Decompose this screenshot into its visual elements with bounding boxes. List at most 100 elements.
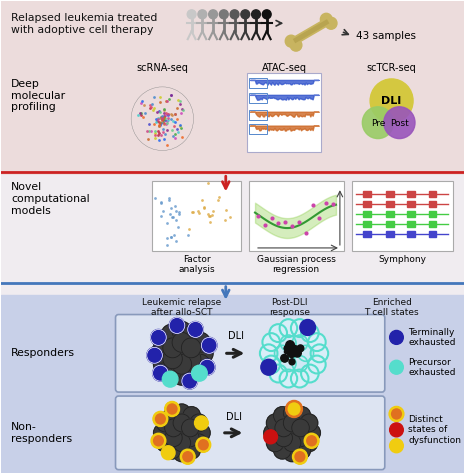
Circle shape [209,10,218,19]
Circle shape [154,332,173,352]
Circle shape [164,429,182,447]
Bar [407,191,415,197]
Circle shape [275,429,292,447]
Point [169,133,177,140]
Circle shape [163,349,182,369]
Circle shape [163,338,182,358]
Point [155,118,163,126]
Circle shape [293,450,307,464]
Text: Distinct
states of
dysfunction: Distinct states of dysfunction [408,415,461,445]
Circle shape [292,356,308,372]
Circle shape [262,10,271,19]
Point [151,128,158,135]
Text: Symphony: Symphony [378,255,426,264]
Point [145,127,153,135]
Point [151,135,158,142]
Point [168,127,176,134]
Point [154,117,161,125]
Circle shape [269,324,287,342]
Circle shape [284,345,290,351]
Text: Post-DLI
response: Post-DLI response [269,298,310,317]
Circle shape [230,10,239,19]
Circle shape [188,321,203,337]
Circle shape [183,441,201,459]
Point [172,110,179,118]
Circle shape [191,332,210,352]
Bar [386,221,393,227]
Point [161,115,168,122]
FancyBboxPatch shape [152,182,241,251]
Point [158,119,165,127]
Circle shape [151,329,166,346]
Circle shape [292,429,310,447]
Point [201,203,208,210]
Circle shape [164,407,181,425]
Circle shape [173,424,191,442]
Point [163,241,170,248]
Text: Leukemic relapse
after allo-SCT: Leukemic relapse after allo-SCT [142,298,221,317]
Circle shape [289,359,295,365]
Circle shape [293,441,310,459]
Point [221,216,228,224]
Point [163,117,171,124]
Point [179,106,187,114]
Circle shape [298,346,314,361]
Circle shape [283,434,301,452]
Bar [249,93,267,103]
Point [151,131,159,139]
Point [200,204,208,212]
Circle shape [181,450,194,464]
Circle shape [190,434,208,452]
Circle shape [154,424,171,442]
Circle shape [284,357,288,361]
Point [143,128,151,135]
Point [158,116,165,123]
Point [167,110,175,118]
Text: Relapsed leukemia treated
with adoptive cell therapy: Relapsed leukemia treated with adoptive … [11,13,157,35]
Circle shape [293,349,301,357]
Point [205,179,212,187]
Circle shape [260,345,277,362]
Circle shape [292,335,308,351]
Point [208,211,216,219]
Circle shape [284,350,288,354]
Point [154,131,162,139]
Circle shape [297,345,304,352]
Point [171,110,179,118]
Circle shape [281,355,288,362]
Point [177,109,184,117]
Text: scTCR-seq: scTCR-seq [367,63,417,73]
Circle shape [292,419,310,437]
Point [155,136,163,143]
Point [158,115,166,122]
Bar [407,201,415,207]
Point [176,98,184,105]
Point [146,104,154,112]
Bar [363,201,371,207]
Text: Terminally
exhausted: Terminally exhausted [408,328,456,347]
Circle shape [305,434,319,448]
Circle shape [282,356,288,362]
Point [159,128,167,136]
Point [167,204,174,212]
Bar [386,211,393,217]
Point [168,111,176,118]
Circle shape [200,359,215,375]
Point [288,222,296,230]
Circle shape [172,354,191,374]
Point [166,210,174,218]
Point [139,114,147,121]
Point [173,207,180,214]
Circle shape [303,424,320,442]
Circle shape [293,407,310,425]
Circle shape [151,343,170,363]
Circle shape [163,371,178,387]
Point [155,122,163,130]
Point [173,104,180,112]
Circle shape [192,424,210,442]
Circle shape [219,10,228,19]
Point [159,125,167,133]
Circle shape [283,414,301,432]
Point [160,106,167,114]
Circle shape [362,107,393,138]
